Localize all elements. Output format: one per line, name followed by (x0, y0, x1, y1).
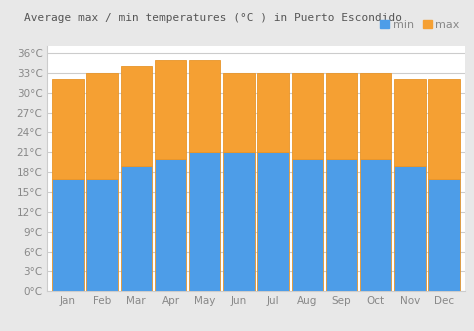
Bar (292, 73, 323, 159)
Text: Average max / min temperatures (°C ) in Puerto Escondido: Average max / min temperatures (°C ) in … (24, 13, 401, 23)
Bar (223, 152, 255, 291)
Bar (360, 73, 392, 159)
Bar (189, 152, 220, 291)
Bar (428, 79, 460, 179)
Bar (326, 73, 357, 159)
Bar (428, 179, 460, 291)
Bar (155, 159, 186, 291)
Bar (120, 66, 152, 166)
Bar (86, 73, 118, 179)
Bar (120, 166, 152, 291)
Bar (360, 159, 392, 291)
Bar (257, 73, 289, 152)
Bar (223, 73, 255, 152)
Bar (52, 179, 83, 291)
Bar (326, 159, 357, 291)
Bar (155, 60, 186, 159)
Bar (257, 152, 289, 291)
Bar (394, 166, 426, 291)
Legend: min, max: min, max (376, 16, 464, 34)
Bar (86, 179, 118, 291)
Bar (292, 159, 323, 291)
Bar (52, 79, 83, 179)
Bar (189, 60, 220, 152)
Bar (394, 79, 426, 166)
